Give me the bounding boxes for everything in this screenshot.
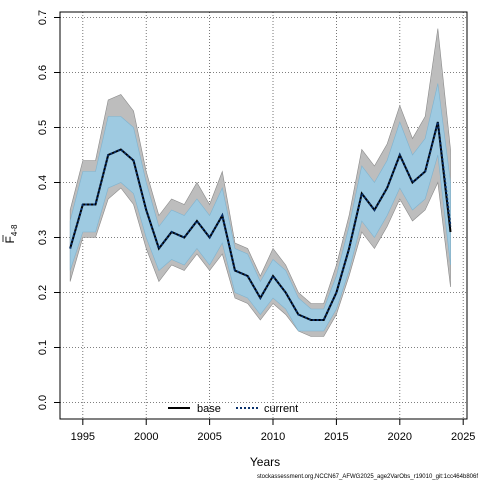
- svg-text:F4-8: F4-8: [3, 224, 19, 243]
- y-tick-label-4: 0.4: [37, 175, 49, 190]
- x-tick-label-2000: 2000: [134, 431, 158, 443]
- footer-source-text: stockassessment.org,NCCN67_AFWG2025_age2…: [257, 474, 478, 480]
- series-lines: [69, 121, 452, 321]
- y-axis-title-main: F: [3, 236, 17, 243]
- series-line-current: [69, 121, 452, 321]
- x-axis: 1995 2000 2005 2010 2015 2020 2025: [71, 419, 475, 443]
- x-tick-label-2005: 2005: [197, 431, 221, 443]
- y-axis-title: F4-8: [2, 224, 19, 243]
- y-tick-label-7: 0.7: [37, 10, 49, 25]
- y-axis: 0.0 0.1 0.2 0.3 0.4 0.5 0.6 0.7: [37, 10, 60, 410]
- x-tick-label-1995: 1995: [71, 431, 95, 443]
- y-tick-label-6: 0.6: [37, 65, 49, 80]
- y-tick-label-5: 0.5: [37, 120, 49, 135]
- grid-lines: [60, 12, 467, 419]
- x-tick-label-2020: 2020: [388, 431, 412, 443]
- x-tick-label-2010: 2010: [261, 431, 285, 443]
- legend-label-base: base: [197, 403, 221, 415]
- confidence-bands: [69, 28, 451, 337]
- plot-frame: [59, 11, 468, 420]
- x-axis-title: Years: [250, 455, 280, 469]
- x-tick-label-2025: 2025: [451, 431, 475, 443]
- y-axis-title-sub: 4-8: [10, 224, 19, 236]
- y-tick-label-2: 0.2: [37, 285, 49, 300]
- legend-label-current: current: [264, 403, 298, 415]
- y-tick-label-1: 0.1: [37, 340, 49, 355]
- y-tick-label-3: 0.3: [37, 230, 49, 245]
- y-tick-label-0: 0.0: [37, 395, 49, 410]
- x-tick-label-2015: 2015: [324, 431, 348, 443]
- legend: base current: [168, 403, 298, 415]
